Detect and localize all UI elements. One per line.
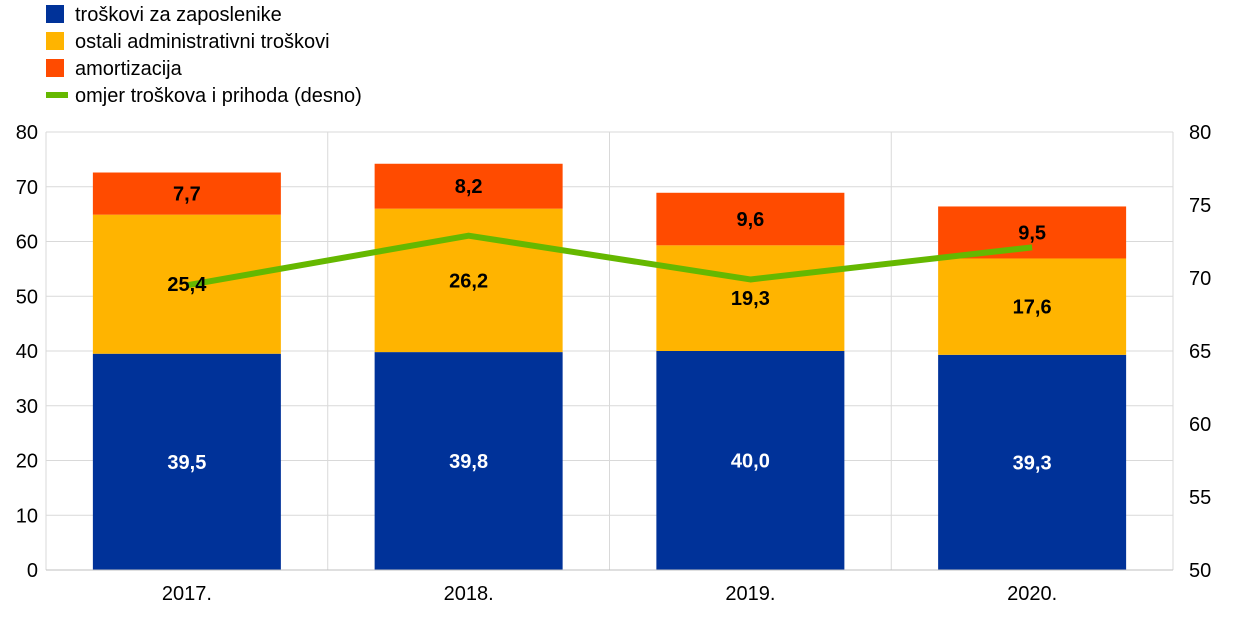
legend-label: ostali administrativni troškovi xyxy=(75,31,330,53)
y-right-tick-label: 55 xyxy=(1189,487,1211,509)
bar-segment-1 xyxy=(938,354,1127,570)
bar-segment-3 xyxy=(374,163,563,209)
x-tick-label: 2020. xyxy=(1007,583,1057,605)
y-right-tick-label: 75 xyxy=(1189,195,1211,217)
data-label: 39,3 xyxy=(1013,452,1052,474)
y-left-tick-label: 20 xyxy=(16,451,38,473)
ratio-line xyxy=(186,232,1033,289)
data-label: 8,2 xyxy=(455,176,483,198)
y-right-tick-label: 80 xyxy=(1189,122,1211,144)
data-label: 39,8 xyxy=(449,451,488,473)
y-left-tick-label: 50 xyxy=(16,286,38,308)
y-left-tick-label: 40 xyxy=(16,341,38,363)
data-label: 17,6 xyxy=(1013,297,1052,319)
bars xyxy=(92,163,1127,570)
legend-label: troškovi za zaposlenike xyxy=(75,4,282,26)
bar-segment-3 xyxy=(656,192,845,246)
y-left-tick-label: 80 xyxy=(16,122,38,144)
x-tick-label: 2018. xyxy=(444,583,494,605)
bar-segment-1 xyxy=(92,353,281,570)
line-layer xyxy=(186,232,1033,289)
legend-swatch xyxy=(46,5,64,23)
legend: troškovi za zaposlenike ostali administra… xyxy=(46,4,362,107)
legend-swatch xyxy=(46,32,64,50)
legend-line-swatch xyxy=(46,92,68,98)
data-labels: 39,5 25,4 7,7 39,8 26,2 8,2 40,0 19,3 9,6 39,3 17,… xyxy=(167,176,1051,474)
y-right-tick-label: 70 xyxy=(1189,268,1211,290)
y-left-tick-label: 30 xyxy=(16,396,38,418)
data-label: 40,0 xyxy=(731,451,770,473)
bar-segment-1 xyxy=(374,352,563,570)
bar-segment-2 xyxy=(374,208,563,353)
data-label: 9,5 xyxy=(1018,222,1046,244)
bar-segment-3 xyxy=(92,172,281,215)
x-tick-label: 2017. xyxy=(162,583,212,605)
bar-segment-2 xyxy=(656,245,845,351)
y-right-tick-label: 50 xyxy=(1189,560,1211,582)
y-left-tick-label: 10 xyxy=(16,505,38,527)
y-left-tick-label: 70 xyxy=(16,177,38,199)
y-right-tick-label: 60 xyxy=(1189,414,1211,436)
legend-label: omjer troškova i prihoda (desno) xyxy=(75,85,362,107)
bar-segment-2 xyxy=(938,258,1127,355)
data-label: 26,2 xyxy=(449,270,488,292)
x-tick-label: 2019. xyxy=(725,583,775,605)
bar-segment-1 xyxy=(656,351,845,570)
legend-label: amortizacija xyxy=(75,58,183,80)
y-left-tick-label: 60 xyxy=(16,232,38,254)
legend-swatch xyxy=(46,59,64,77)
data-label: 39,5 xyxy=(167,452,206,474)
data-label: 25,4 xyxy=(167,274,207,296)
y-left-tick-label: 0 xyxy=(27,560,38,582)
y-right-tick-label: 65 xyxy=(1189,341,1211,363)
axes: 0 10 20 30 40 50 60 70 80 50 55 60 65 70 75 80 2017. 2018… xyxy=(16,122,1212,605)
data-label: 7,7 xyxy=(173,184,201,206)
data-label: 9,6 xyxy=(736,209,764,231)
data-label: 19,3 xyxy=(731,288,770,310)
